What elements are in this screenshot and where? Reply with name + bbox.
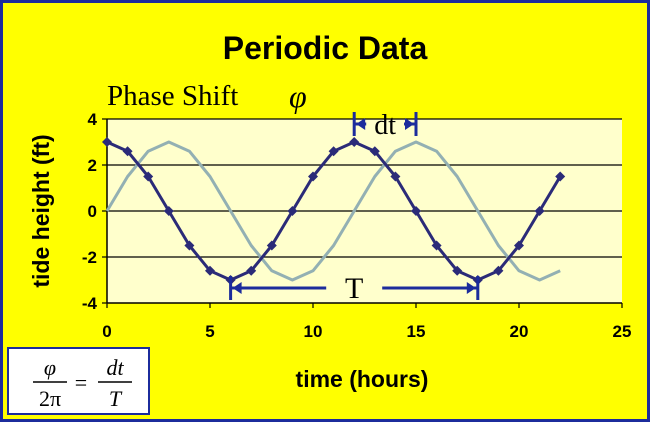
y-tick-label: -4: [82, 294, 98, 313]
phase-formula: φ 2π = dt T: [33, 355, 132, 411]
data-point: [266, 240, 277, 251]
data-point: [143, 171, 154, 182]
data-point: [534, 206, 545, 216]
data-point: [308, 171, 318, 182]
data-point: [163, 206, 174, 216]
T-label: T: [345, 272, 363, 305]
y-tick-label: 0: [88, 202, 97, 221]
y-tick-labels: -4 -2 0 2 4: [82, 110, 98, 313]
data-point: [390, 171, 401, 182]
formula-numerator-left: φ: [44, 355, 56, 380]
formula-equals: =: [75, 370, 87, 395]
phase-symbol: φ: [289, 78, 307, 114]
dt-arrow-left-head: [356, 118, 366, 130]
chart-subtitle: Phase Shift: [107, 80, 238, 112]
formula-denominator-right: T: [109, 386, 123, 411]
data-point: [431, 240, 442, 251]
data-point: [205, 265, 215, 276]
chart: Periodic Data Phase Shift φ -4 -2 0 2 4 0 5 10…: [28, 30, 631, 392]
formula-numerator-right: dt: [106, 355, 124, 380]
y-tick-label: 2: [88, 156, 97, 175]
dt-label: dt: [374, 110, 396, 141]
x-tick-label: 15: [407, 322, 426, 341]
formula-denominator-left: 2π: [39, 386, 61, 411]
chart-title: Periodic Data: [223, 30, 428, 66]
x-tick-label: 5: [205, 322, 214, 341]
data-point: [514, 240, 524, 251]
x-tick-labels: 0 5 10 15 20 25: [102, 322, 631, 341]
data-point: [287, 206, 298, 216]
data-point: [555, 171, 566, 182]
data-point: [369, 146, 380, 157]
T-label-background: [328, 270, 381, 300]
series-line-2: [105, 140, 561, 282]
formula-box: φ 2π = dt T: [7, 347, 150, 415]
data-point: [411, 206, 421, 216]
data-point: [493, 265, 504, 276]
T-arrow-right-head: [466, 282, 476, 294]
y-axis-title: tide height (ft): [28, 134, 54, 287]
y-tick-label: -2: [82, 248, 97, 267]
T-arrow-left-head: [232, 282, 242, 294]
dt-arrow-right-head: [405, 118, 414, 130]
annotation-layer: dt T: [229, 110, 480, 305]
x-tick-label: 0: [102, 322, 111, 341]
data-point: [102, 137, 112, 147]
data-point: [184, 240, 195, 251]
data-point: [452, 265, 463, 276]
x-tick-label: 10: [304, 322, 323, 341]
x-axis-title: time (hours): [296, 366, 429, 392]
y-tick-label: 4: [88, 110, 98, 129]
data-point: [349, 137, 360, 147]
data-point: [328, 146, 339, 157]
data-point: [122, 146, 133, 157]
data-point: [246, 265, 257, 276]
x-tick-label: 20: [510, 322, 529, 341]
series-layer: [102, 137, 566, 285]
x-tick-label: 25: [613, 322, 632, 341]
